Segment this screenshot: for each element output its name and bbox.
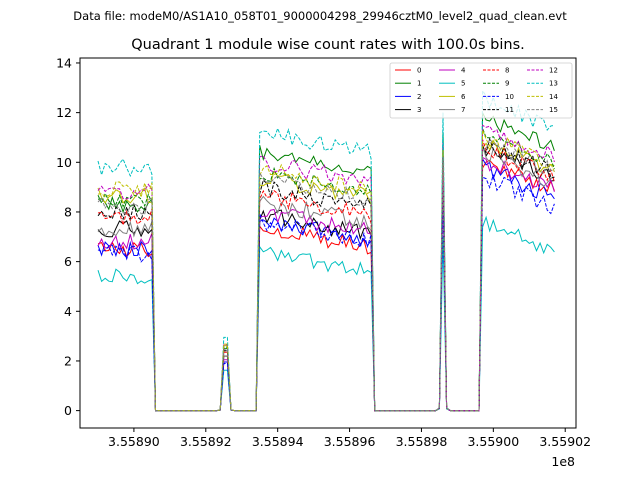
legend-label: 5 xyxy=(461,80,465,88)
legend-label: 8 xyxy=(505,67,509,75)
axes-frame xyxy=(79,57,577,429)
x-tick-label: 3.55890 xyxy=(108,434,160,449)
legend-label: 14 xyxy=(549,93,558,101)
y-tick-label: 8 xyxy=(64,204,72,219)
y-axis: 0 2 4 6 8 10 12 14 xyxy=(56,55,80,418)
legend-label: 3 xyxy=(417,106,421,114)
legend-label: 7 xyxy=(461,106,465,114)
y-tick-label: 4 xyxy=(64,304,72,319)
series-line-8 xyxy=(97,139,555,412)
series-line-4 xyxy=(97,156,555,412)
series-line-5 xyxy=(97,215,555,412)
y-tick-label: 10 xyxy=(56,155,72,170)
x-tick-label: 3.55900 xyxy=(467,434,519,449)
series-line-6 xyxy=(97,139,555,412)
x-offset-label: 1e8 xyxy=(551,454,575,469)
legend-label: 9 xyxy=(505,80,509,88)
legend-box xyxy=(389,62,573,119)
y-tick-label: 6 xyxy=(64,254,72,269)
series-layer xyxy=(97,89,555,412)
legend-label: 0 xyxy=(417,67,421,75)
legend-label: 4 xyxy=(461,67,466,75)
series-line-13 xyxy=(97,89,555,412)
x-axis: 3.55890 3.55892 3.55894 3.55896 3.55898 3.559… xyxy=(108,428,591,449)
legend-label: 12 xyxy=(549,67,558,75)
y-tick-label: 12 xyxy=(56,105,72,120)
legend-label: 1 xyxy=(417,80,421,88)
series-line-3 xyxy=(97,142,555,412)
x-tick-label: 3.55894 xyxy=(252,434,304,449)
x-tick-label: 3.55898 xyxy=(396,434,448,449)
legend-label: 2 xyxy=(417,93,421,101)
series-line-2 xyxy=(97,157,555,412)
series-line-0 xyxy=(97,159,555,412)
series-line-15 xyxy=(97,137,555,412)
chart-title: Quadrant 1 module wise count rates with … xyxy=(131,37,525,53)
legend-label: 6 xyxy=(461,93,466,101)
y-tick-label: 0 xyxy=(64,403,72,418)
legend-label: 11 xyxy=(505,106,514,114)
x-tick-label: 3.55902 xyxy=(539,434,591,449)
y-tick-label: 2 xyxy=(64,353,72,368)
legend-label: 13 xyxy=(549,80,558,88)
figure-suptitle: Data file: modeM0/AS1A10_058T01_90000042… xyxy=(73,9,567,23)
series-line-11 xyxy=(97,137,555,412)
legend-label: 10 xyxy=(505,93,514,101)
legend-label: 15 xyxy=(549,106,558,114)
x-tick-label: 3.55896 xyxy=(324,434,376,449)
x-tick-label: 3.55892 xyxy=(180,434,232,449)
y-tick-label: 14 xyxy=(56,55,72,70)
